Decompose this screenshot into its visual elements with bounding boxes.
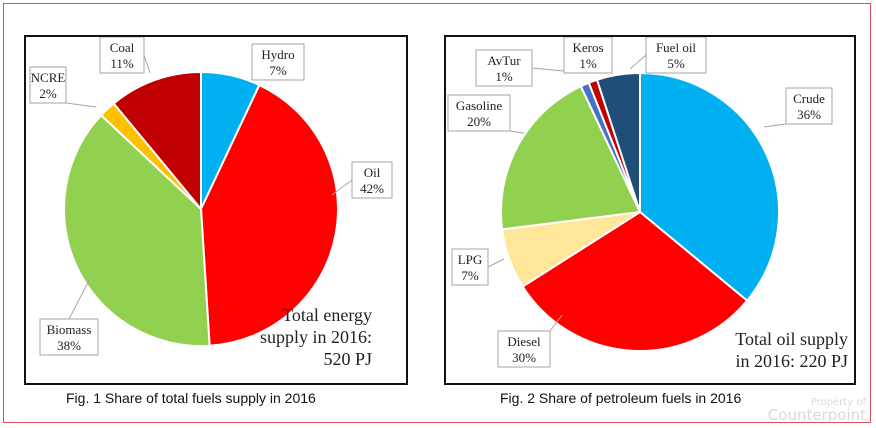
label-name-ncre: NCRE: [31, 70, 66, 85]
slices: [500, 71, 780, 352]
pie-chart-petroleum-fuels: Crude36%Diesel30%LPG7%Gasoline20%AvTur1%…: [447, 37, 848, 371]
label-name-fuel-oil: Fuel oil: [656, 40, 696, 55]
label-value-fuel-oil: 5%: [667, 56, 685, 71]
label-name-diesel: Diesel: [507, 334, 541, 349]
label-box-avtur: [475, 49, 533, 87]
label-box-oil: [351, 161, 393, 199]
pie-slice-biomass: [63, 113, 211, 347]
total-annotation-line: Total energy: [282, 305, 372, 325]
leader-line-gasoline: [509, 130, 525, 134]
label-box-lpg: [451, 248, 489, 286]
watermark-line-2: Counterpoint: [767, 406, 866, 424]
label-value-hydro: 7%: [269, 63, 287, 78]
label-name-oil: Oil: [364, 165, 381, 180]
leader-line-ncre: [65, 102, 97, 108]
label-name-gasoline: Gasoline: [456, 98, 502, 113]
label-name-avtur: AvTur: [487, 53, 521, 68]
label-name-crude: Crude: [793, 91, 825, 106]
label-name-keros: Keros: [572, 40, 603, 55]
total-annotation-line: in 2016: 220 PJ: [735, 351, 848, 371]
leader-line-coal: [143, 54, 151, 74]
label-value-diesel: 30%: [512, 350, 536, 365]
pie-slice-fuel-oil: [595, 71, 641, 213]
total-annotation-line: supply in 2016:: [260, 327, 372, 347]
leader-line-diesel: [549, 314, 563, 332]
pie-chart-total-fuels: Hydro7%Oil42%Biomass38%NCRE2%Coal11%Tota…: [29, 37, 393, 369]
pie-slice-coal: [112, 70, 202, 212]
total-annotation-line: Total oil supply: [735, 329, 848, 349]
caption-fig-2: Fig. 2 Share of petroleum fuels in 2016: [500, 390, 742, 406]
label-name-coal: Coal: [110, 40, 135, 55]
label-name-hydro: Hydro: [261, 47, 294, 62]
label-box-diesel: [497, 330, 551, 368]
label-value-keros: 1%: [579, 56, 597, 71]
label-value-crude: 36%: [797, 107, 821, 122]
pie-slice-crude: [639, 71, 780, 303]
label-name-lpg: LPG: [458, 252, 483, 267]
label-box-fuel-oil: [645, 37, 707, 74]
leader-line-fuel-oil: [629, 54, 647, 70]
leader-line-lpg: [487, 258, 505, 268]
leader-line-biomass: [68, 274, 93, 320]
label-value-avtur: 1%: [495, 69, 513, 84]
chart-panel-total-fuels: Hydro 7% Oil 42% Biomass 38% NCRE 2% Coal 11% Tota…: [24, 35, 408, 385]
label-box-keros: [563, 37, 613, 74]
leader-line-oil: [331, 179, 353, 196]
label-box-crude: [785, 87, 833, 125]
pie-slice-gasoline: [500, 84, 642, 231]
pie-slice-diesel: [521, 210, 749, 352]
chart-panel-petroleum-fuels: Crude 36% Diesel 30% LPG 7% Gasoline 20% AvTur 1%…: [444, 35, 856, 385]
label-value-oil: 42%: [360, 181, 384, 196]
label-box-ncre: [29, 66, 67, 104]
label-value-biomass: 38%: [57, 338, 81, 353]
label-name-biomass: Biomass: [47, 322, 92, 337]
figure-frame: [3, 3, 871, 423]
leader-line-crude: [763, 123, 787, 128]
watermark: Property of Counterpoint: [767, 396, 866, 424]
watermark-line-1: Property of: [810, 397, 866, 408]
slices: [63, 70, 339, 347]
label-box-biomass: [39, 318, 99, 356]
label-box-gasoline: [447, 94, 511, 132]
caption-fig-1: Fig. 1 Share of total fuels supply in 20…: [66, 390, 316, 406]
total-annotation-line: 520 PJ: [323, 349, 372, 369]
label-box-coal: [99, 37, 145, 74]
label-value-coal: 11%: [110, 56, 134, 71]
label-value-lpg: 7%: [461, 268, 479, 283]
label-value-ncre: 2%: [39, 86, 57, 101]
label-box-hydro: [251, 43, 305, 81]
pie-slice-oil: [199, 83, 339, 347]
label-value-gasoline: 20%: [467, 114, 491, 129]
